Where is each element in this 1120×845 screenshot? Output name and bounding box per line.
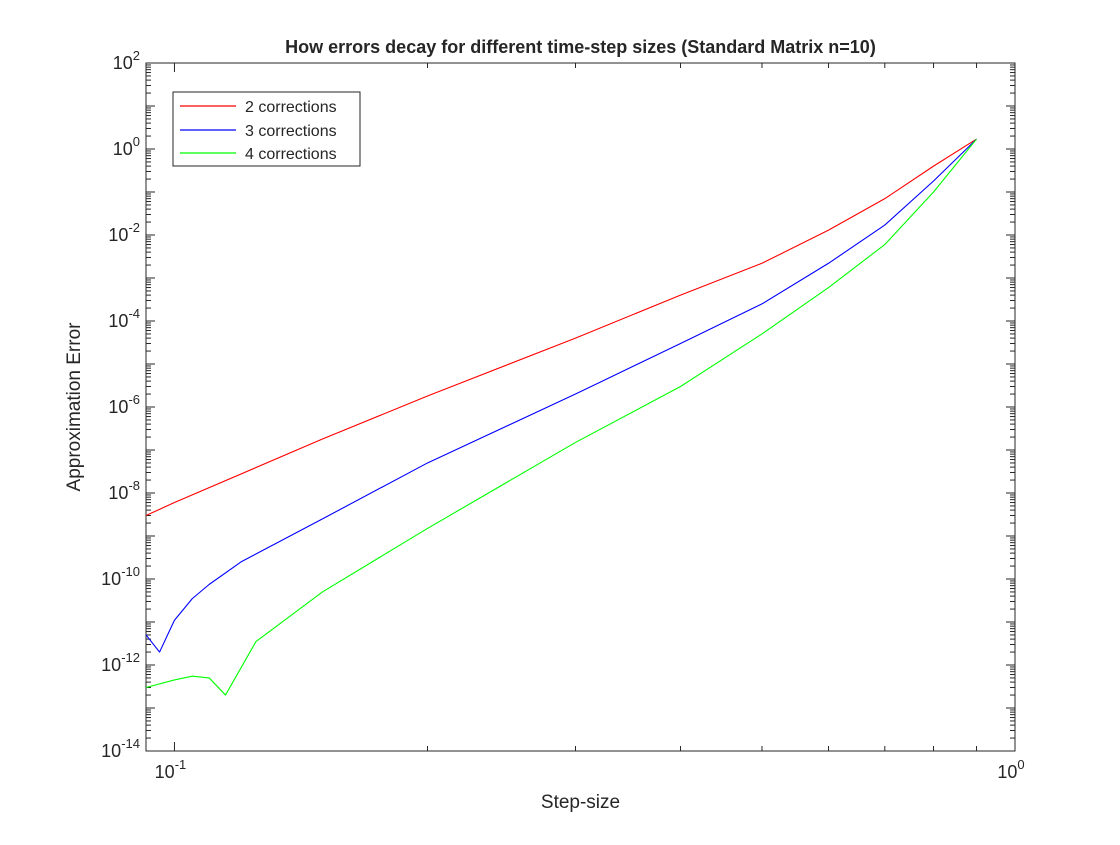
y-tick-label: 10-14 [101, 736, 140, 761]
y-tick-label: 10-8 [108, 478, 140, 503]
y-tick-label: 10-12 [101, 650, 140, 675]
y-axis-label: Approximation Error [64, 322, 85, 492]
x-tick-label: 100 [997, 757, 1024, 782]
y-tick-label: 100 [113, 134, 140, 159]
y-tick-label: 10-2 [108, 220, 140, 245]
legend-box [172, 91, 361, 167]
series-line-2-corrections [145, 138, 977, 516]
series-line-3-corrections [145, 138, 977, 653]
plot-area [145, 62, 1016, 752]
legend: 2 corrections 3 corrections 4 correction… [172, 91, 361, 167]
legend-label-3-corrections: 3 corrections [245, 123, 337, 140]
ticks-layer: 10-1 100 10-14 10-12 10-10 10-8 10-6 10-4 10-2 10… [101, 48, 1024, 782]
y-tick-label: 102 [113, 48, 140, 73]
x-tick-label: 10-1 [155, 757, 187, 782]
y-tick-label: 10-6 [108, 392, 140, 417]
y-tick-label: 10-10 [101, 564, 140, 589]
x-axis-label: Step-size [541, 792, 620, 813]
chart-title: How errors decay for different time-step… [285, 37, 876, 57]
series-line-4-corrections [145, 138, 977, 696]
legend-label-4-corrections: 4 corrections [245, 146, 337, 163]
legend-label-2-corrections: 2 corrections [245, 99, 337, 116]
y-tick-label: 10-4 [108, 306, 140, 331]
series-layer [145, 138, 977, 696]
